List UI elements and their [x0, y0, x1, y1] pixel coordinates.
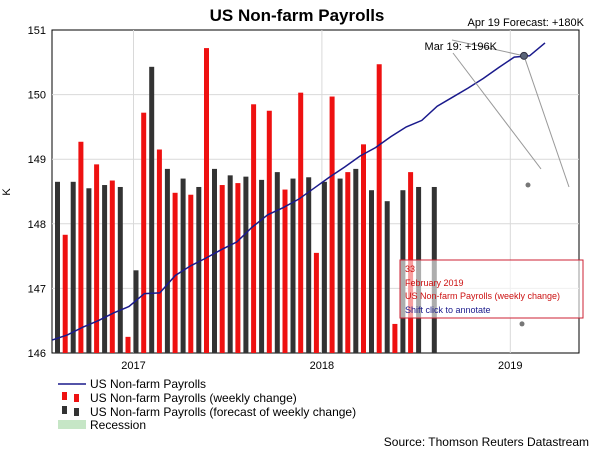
- weekly-change-bar: [204, 48, 209, 353]
- x-tick-label: 2019: [498, 360, 522, 372]
- y-axis: 146 147 148 149 150 151: [28, 25, 46, 360]
- annotation-leader: [452, 52, 542, 170]
- weekly-change-bar: [156, 149, 162, 353]
- legend-label-weekly-change: US Non-farm Payrolls (weekly change): [90, 391, 297, 405]
- forecast-bar: [117, 186, 123, 353]
- legend-recession-swatch: [58, 420, 86, 429]
- weekly-change-bar: [392, 323, 398, 353]
- annotation-marker: [525, 182, 531, 188]
- annotation-leader: [523, 55, 570, 188]
- y-axis-label: K: [1, 188, 13, 196]
- weekly-change-bar: [94, 164, 100, 353]
- forecast-bar: [290, 178, 296, 353]
- forecast-bar: [337, 178, 343, 353]
- legend-grey-swatch-a: [62, 406, 67, 414]
- forecast-bar: [149, 66, 155, 354]
- forecast-bar: [164, 168, 170, 353]
- y-tick-label: 150: [28, 90, 46, 102]
- annotation-mar: Mar 19: +196K: [425, 41, 498, 53]
- forecast-bar: [274, 172, 280, 353]
- forecast-bar: [369, 190, 374, 353]
- y-tick-label: 148: [28, 219, 46, 231]
- legend-label-recession: Recession: [90, 418, 146, 432]
- legend-red-swatch-b: [74, 394, 79, 402]
- x-axis: 2017 2018 2019: [121, 360, 522, 372]
- payrolls-line: [51, 42, 546, 341]
- forecast-bar: [86, 188, 92, 353]
- forecast-bar: [55, 181, 60, 353]
- forecast-bar: [180, 178, 186, 353]
- y-tick-label: 146: [28, 348, 46, 360]
- annotations: Apr 19 Forecast: +180K Mar 19: +196K: [425, 17, 585, 327]
- forecast-bar: [306, 177, 312, 353]
- annotation-apr-forecast: Apr 19 Forecast: +180K: [468, 17, 585, 29]
- forecast-bar: [243, 176, 249, 353]
- weekly-change-bar: [313, 252, 319, 353]
- weekly-change-bar: [188, 194, 194, 353]
- weekly-change-bar: [109, 180, 115, 353]
- weekly-change-bar: [235, 183, 241, 353]
- annotation-marker: [520, 51, 528, 60]
- payrolls-line-layer: [51, 42, 546, 341]
- forecast-bar: [259, 179, 265, 353]
- legend-red-swatch-a: [62, 392, 67, 400]
- forecast-bar: [321, 181, 327, 353]
- weekly-change-bar: [62, 234, 68, 353]
- weekly-change-bar: [329, 96, 335, 354]
- weekly-change-bar: [266, 110, 272, 353]
- forecast-bar: [353, 168, 359, 353]
- tooltip-value: 33: [405, 264, 415, 274]
- legend-label-forecast: US Non-farm Payrolls (forecast of weekly…: [90, 405, 356, 419]
- weekly-change-bar: [376, 64, 382, 353]
- weekly-change-bar: [172, 192, 178, 353]
- weekly-change-bar: [141, 112, 147, 353]
- annotation-marker: [519, 321, 525, 327]
- weekly-change-bar: [125, 336, 131, 353]
- source-credit: Source: Thomson Reuters Datastream: [384, 435, 589, 449]
- y-tick-label: 147: [28, 283, 46, 295]
- weekly-change-bar: [78, 141, 84, 353]
- tooltip-series: US Non-farm Payrolls (weekly change): [405, 291, 560, 301]
- y-tick-label: 149: [28, 154, 46, 166]
- annotation-leader: [451, 39, 525, 57]
- forecast-bar: [384, 201, 390, 353]
- chart-title: US Non-farm Payrolls: [210, 6, 385, 25]
- weekly-change-bar: [345, 172, 351, 353]
- weekly-change-bar: [282, 189, 288, 353]
- hover-tooltip: 33 February 2019 US Non-farm Payrolls (w…: [399, 259, 584, 319]
- tooltip-box: [399, 259, 584, 319]
- forecast-bar: [102, 185, 108, 353]
- weekly-change-bar: [361, 144, 366, 353]
- legend-grey-swatch-b: [74, 408, 79, 416]
- x-tick-label: 2018: [310, 360, 334, 372]
- weekly-change-bar: [219, 185, 225, 353]
- y-tick-label: 151: [28, 25, 46, 37]
- tooltip-hint[interactable]: Shift click to annotate: [405, 305, 491, 315]
- tooltip-date: February 2019: [405, 278, 464, 288]
- bars: [55, 48, 437, 354]
- forecast-bar: [70, 181, 76, 353]
- forecast-bar: [133, 270, 139, 353]
- forecast-bar: [212, 168, 217, 353]
- weekly-change-bar: [251, 104, 257, 353]
- forecast-bar: [196, 186, 202, 353]
- weekly-change-bar: [298, 92, 304, 354]
- legend-label-payrolls: US Non-farm Payrolls: [90, 377, 206, 391]
- legend: US Non-farm Payrolls US Non-farm Payroll…: [58, 377, 356, 432]
- x-tick-label: 2017: [121, 360, 145, 372]
- forecast-bar: [227, 175, 233, 353]
